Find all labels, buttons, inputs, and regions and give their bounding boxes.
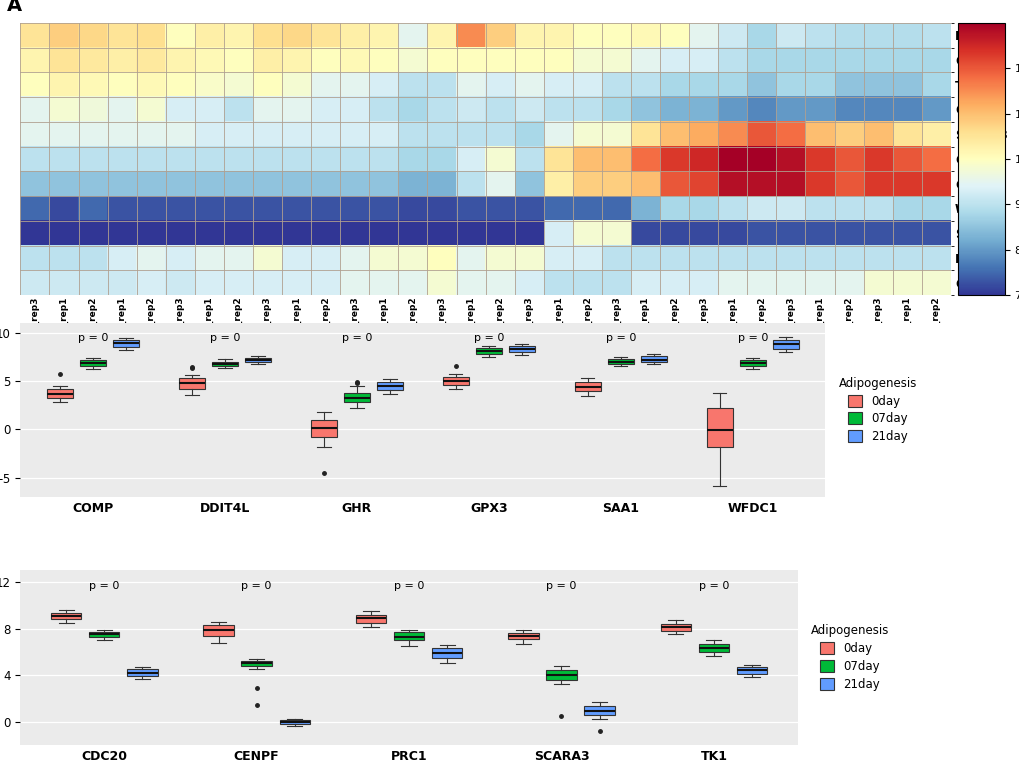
PathPatch shape [356,615,386,622]
PathPatch shape [279,720,310,724]
PathPatch shape [706,408,733,447]
PathPatch shape [771,340,798,349]
PathPatch shape [574,382,600,391]
Text: p = 0: p = 0 [605,334,636,344]
PathPatch shape [79,359,106,366]
PathPatch shape [393,632,424,640]
PathPatch shape [640,356,666,362]
PathPatch shape [508,346,535,352]
Text: p = 0: p = 0 [89,581,119,591]
PathPatch shape [113,340,139,347]
PathPatch shape [51,613,82,619]
PathPatch shape [311,420,337,437]
Text: p = 0: p = 0 [393,581,424,591]
PathPatch shape [89,632,119,637]
Text: p = 0: p = 0 [737,334,767,344]
PathPatch shape [376,382,403,390]
Text: p = 0: p = 0 [341,334,372,344]
PathPatch shape [546,670,576,679]
Text: p = 0: p = 0 [698,581,729,591]
PathPatch shape [203,625,233,635]
PathPatch shape [47,388,73,398]
Text: p = 0: p = 0 [242,581,271,591]
PathPatch shape [736,667,766,674]
PathPatch shape [431,648,462,657]
PathPatch shape [178,378,205,388]
PathPatch shape [607,359,634,363]
PathPatch shape [660,624,690,631]
PathPatch shape [127,670,157,676]
PathPatch shape [212,362,237,366]
PathPatch shape [343,393,370,402]
PathPatch shape [584,707,614,714]
Text: p = 0: p = 0 [546,581,576,591]
PathPatch shape [507,633,538,639]
PathPatch shape [245,358,271,362]
Legend: 0day, 07day, 21day: 0day, 07day, 21day [808,622,891,693]
PathPatch shape [442,377,469,385]
PathPatch shape [698,644,729,652]
Text: A: A [6,0,21,14]
Legend: 0day, 07day, 21day: 0day, 07day, 21day [836,375,918,445]
PathPatch shape [475,348,501,354]
PathPatch shape [242,661,272,666]
PathPatch shape [739,359,765,366]
Text: p = 0: p = 0 [473,334,503,344]
Text: p = 0: p = 0 [77,334,108,344]
Text: p = 0: p = 0 [210,334,239,344]
